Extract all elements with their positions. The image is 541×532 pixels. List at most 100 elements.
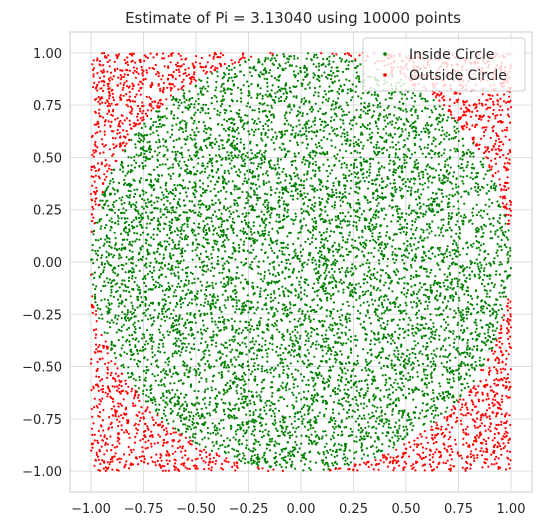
point-inside	[189, 133, 192, 137]
point-inside	[152, 316, 155, 319]
point-inside	[354, 283, 358, 286]
point-inside	[234, 311, 237, 314]
point-inside	[216, 259, 220, 262]
point-inside	[211, 164, 214, 167]
point-inside	[213, 429, 216, 432]
point-inside	[183, 204, 186, 207]
point-inside	[151, 356, 154, 359]
point-inside	[358, 297, 361, 300]
point-inside	[127, 156, 130, 159]
point-inside	[371, 235, 374, 238]
point-inside	[237, 397, 240, 400]
point-inside	[264, 69, 267, 72]
point-inside	[355, 71, 358, 74]
point-inside	[209, 293, 212, 296]
point-inside	[403, 93, 407, 96]
point-inside	[414, 237, 417, 240]
point-inside	[291, 198, 295, 201]
point-inside	[326, 77, 329, 80]
point-inside	[270, 206, 273, 209]
point-inside	[286, 57, 289, 60]
point-inside	[268, 342, 271, 345]
point-inside	[464, 364, 467, 367]
point-inside	[401, 227, 404, 230]
point-inside	[224, 208, 228, 211]
point-inside	[378, 262, 381, 265]
point-inside	[245, 423, 248, 426]
point-inside	[244, 202, 247, 205]
point-inside	[178, 104, 181, 107]
point-inside	[401, 171, 404, 174]
point-inside	[236, 428, 239, 431]
point-inside	[280, 148, 283, 151]
point-inside	[373, 337, 376, 340]
point-inside	[223, 282, 226, 285]
point-inside	[206, 327, 209, 330]
point-inside	[456, 127, 459, 130]
point-inside	[305, 224, 308, 227]
point-inside	[307, 52, 310, 55]
point-inside	[315, 347, 318, 350]
point-inside	[411, 170, 415, 173]
point-inside	[138, 179, 141, 182]
point-inside	[249, 142, 252, 145]
point-inside	[259, 149, 262, 152]
point-inside	[242, 227, 245, 230]
point-inside	[227, 64, 231, 68]
point-inside	[428, 225, 431, 228]
point-inside	[141, 147, 144, 150]
point-inside	[401, 416, 404, 419]
point-inside	[256, 167, 259, 170]
point-inside	[238, 438, 241, 442]
point-inside	[349, 139, 352, 142]
point-inside	[185, 404, 189, 408]
point-inside	[173, 382, 176, 385]
point-inside	[396, 220, 399, 223]
point-inside	[178, 128, 181, 131]
point-inside	[284, 287, 287, 290]
point-inside	[393, 168, 396, 171]
point-inside	[422, 250, 426, 253]
point-inside	[207, 365, 210, 368]
point-inside	[353, 440, 356, 443]
point-inside	[335, 450, 338, 453]
point-inside	[272, 299, 275, 302]
point-inside	[413, 388, 417, 391]
point-inside	[150, 339, 153, 343]
point-inside	[388, 377, 391, 380]
point-inside	[168, 252, 172, 255]
point-inside	[456, 149, 459, 152]
point-inside	[165, 117, 168, 120]
point-inside	[209, 141, 212, 144]
point-inside	[335, 157, 338, 160]
point-inside	[174, 328, 177, 331]
point-inside	[288, 64, 291, 67]
point-inside	[201, 438, 204, 441]
point-inside	[260, 137, 263, 140]
point-inside	[296, 385, 299, 388]
point-inside	[441, 391, 444, 394]
point-inside	[457, 200, 460, 203]
point-inside	[267, 124, 270, 128]
point-inside	[355, 166, 358, 169]
point-inside	[358, 391, 361, 395]
point-inside	[373, 267, 376, 270]
point-inside	[301, 323, 304, 326]
point-inside	[367, 266, 370, 269]
point-inside	[496, 249, 499, 252]
point-inside	[315, 398, 318, 401]
point-inside	[237, 355, 240, 358]
point-inside	[279, 181, 282, 184]
point-inside	[289, 333, 292, 336]
point-inside	[429, 284, 432, 287]
point-inside	[379, 274, 382, 277]
point-inside	[299, 373, 303, 376]
point-inside	[452, 346, 455, 349]
point-inside	[152, 168, 156, 171]
point-inside	[281, 170, 284, 173]
point-inside	[114, 283, 117, 286]
point-inside	[184, 234, 187, 237]
point-inside	[324, 276, 327, 279]
point-inside	[320, 146, 323, 150]
point-inside	[229, 191, 232, 194]
